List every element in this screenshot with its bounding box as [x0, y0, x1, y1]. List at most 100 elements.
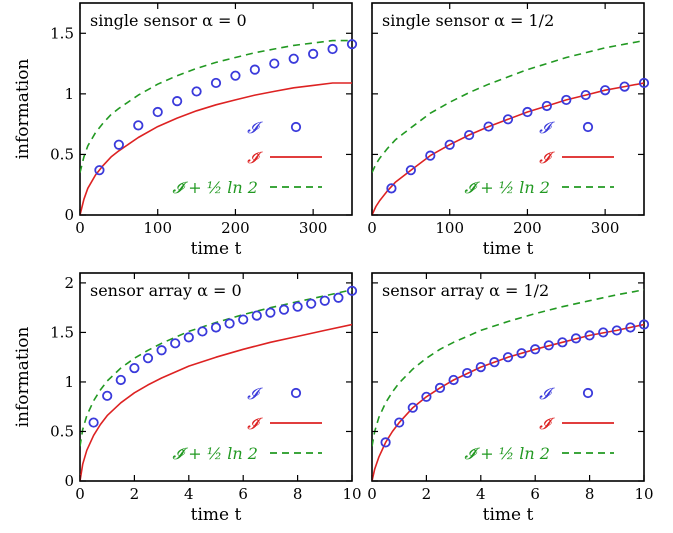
data-point — [308, 48, 319, 59]
y-tick-label: 1 — [64, 85, 74, 103]
data-point — [638, 319, 650, 330]
legend-marker-sample — [290, 121, 302, 133]
panel-title: sensor array α = 0 — [90, 281, 242, 300]
data-point — [306, 298, 317, 309]
legend-label: 𝓘̃ — [539, 414, 555, 433]
x-tick-label: 300 — [299, 219, 328, 237]
y-tick-label: 0.5 — [50, 145, 74, 163]
x-tick-label: 8 — [293, 485, 303, 503]
data-point — [230, 70, 241, 81]
series-line — [80, 82, 352, 215]
legend-label: 𝓘 — [539, 384, 555, 403]
panel-1: 0 100 200 300 0 0.5 1 1.5 time t information singl… — [13, 2, 358, 259]
legend-label: 𝓘̃ + ½ ln 2 — [464, 444, 550, 463]
data-point — [152, 106, 163, 118]
plot-frame — [371, 272, 645, 482]
data-layer — [80, 289, 352, 481]
y-tick-label: 1.5 — [50, 24, 74, 42]
data-point — [224, 318, 235, 329]
x-tick-label: 100 — [435, 219, 464, 237]
x-tick-label: 100 — [143, 219, 172, 237]
x-tick-label: 200 — [513, 219, 542, 237]
x-tick-label: 10 — [634, 485, 653, 503]
x-tick-label: 8 — [585, 485, 595, 503]
y-tick-label: 2 — [64, 274, 74, 292]
data-point — [142, 353, 154, 364]
data-point — [464, 129, 475, 141]
data-point — [94, 165, 105, 176]
data-point — [405, 165, 416, 176]
data-point — [133, 120, 144, 131]
legend-label: 𝓘̃ + ½ ln 2 — [172, 444, 258, 463]
plot-frame — [79, 2, 353, 216]
x-axis-title: time t — [191, 505, 242, 525]
data-point — [475, 361, 486, 373]
x-tick-label: 200 — [221, 219, 250, 237]
data-point — [516, 348, 527, 359]
legend-label: 𝓘 — [247, 118, 263, 137]
legend-label: 𝓘̃ + ½ ln 2 — [172, 178, 258, 197]
data-point — [600, 85, 611, 96]
data-point — [210, 77, 222, 89]
data-point — [570, 333, 582, 344]
data-point — [380, 437, 391, 448]
data-point — [502, 114, 514, 125]
x-tick-label: 4 — [184, 485, 194, 503]
data-point — [327, 43, 338, 55]
x-tick-label: 2 — [130, 485, 140, 503]
legend-label: 𝓘̃ — [539, 148, 555, 167]
data-point — [288, 53, 299, 64]
data-point — [129, 362, 140, 374]
x-axis-title: time t — [483, 505, 534, 525]
data-point — [425, 150, 436, 161]
data-point — [115, 374, 126, 386]
data-point — [278, 304, 290, 315]
y-tick-label: 1 — [64, 373, 74, 391]
y-tick-label: 0.5 — [50, 422, 74, 440]
data-point — [265, 307, 276, 318]
y-tick-label: 0 — [64, 472, 74, 490]
legend-label: 𝓘̃ + ½ ln 2 — [464, 178, 550, 197]
data-point — [113, 139, 124, 150]
data-point — [346, 39, 358, 50]
data-point — [88, 417, 99, 428]
data-point — [319, 295, 330, 306]
x-tick-label: 2 — [422, 485, 432, 503]
data-point — [598, 327, 609, 338]
legend-marker-sample — [582, 387, 594, 399]
data-layer — [80, 39, 352, 215]
data-point — [541, 100, 552, 112]
data-point — [483, 121, 494, 132]
legend-label: 𝓘̃ — [247, 414, 263, 433]
panel-title: single sensor α = 1/2 — [382, 11, 554, 30]
data-point — [407, 402, 418, 413]
series-line-shifted — [80, 289, 352, 447]
data-point — [156, 345, 167, 356]
data-point — [543, 340, 554, 351]
data-point — [625, 322, 636, 333]
data-point — [611, 325, 622, 336]
data-point — [444, 139, 455, 150]
data-point — [197, 326, 208, 337]
x-tick-label: 0 — [75, 219, 85, 237]
data-point — [394, 417, 405, 428]
data-point — [580, 89, 591, 101]
legend-label: 𝓘 — [539, 118, 555, 137]
y-tick-label: 1.5 — [50, 323, 74, 341]
data-point — [170, 338, 181, 349]
x-tick-label: 10 — [342, 485, 361, 503]
panel-4: 0 2 4 6 8 10 time t sensor array α = 1/2 𝓘 𝓘̃ 𝓘̃ +… — [367, 272, 654, 525]
x-axis-title: time t — [191, 239, 242, 259]
data-point — [638, 77, 650, 89]
plot-frame — [371, 2, 645, 216]
panel-2: 0 100 200 300 time t single sensor α = 1/2 𝓘 𝓘̃… — [367, 2, 650, 259]
data-point — [522, 106, 533, 118]
x-tick-label: 6 — [530, 485, 540, 503]
series-line-shifted — [80, 39, 352, 173]
data-point — [421, 391, 432, 402]
series-line — [80, 323, 352, 481]
x-tick-label: 0 — [367, 219, 377, 237]
legend-marker-sample — [290, 387, 302, 399]
data-point — [183, 332, 194, 343]
data-point — [269, 58, 280, 69]
